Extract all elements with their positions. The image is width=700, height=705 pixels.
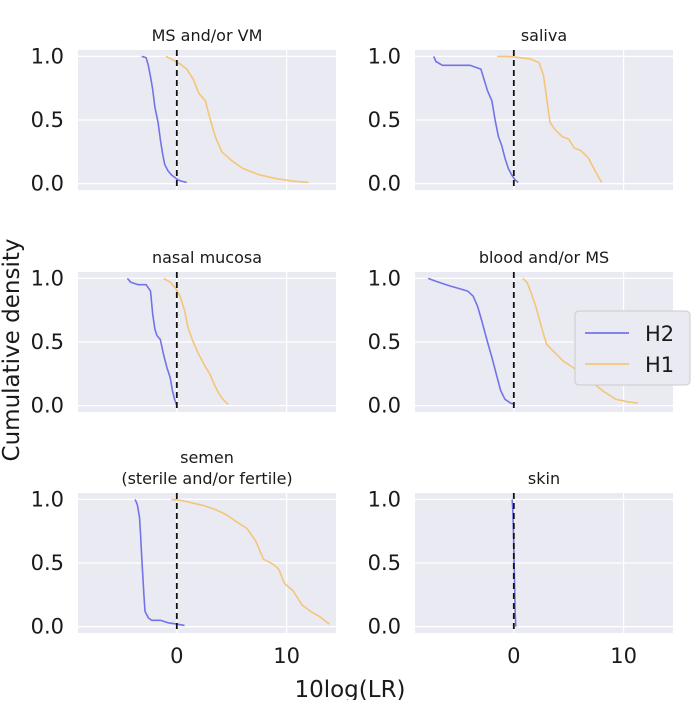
panel-4-y-tick-label: 0.5 [368, 330, 401, 354]
panel-3-series-h2 [126, 277, 178, 406]
panel-2-series-h1 [497, 55, 603, 183]
panel-3-title: nasal mucosa [152, 248, 262, 267]
panel-4-title: blood and/or MS [479, 248, 609, 267]
legend-label-h2: H2 [645, 322, 674, 346]
panel-2-y-tick-label: 0.0 [368, 172, 401, 196]
panel-6-y-tick-label: 1.0 [368, 487, 401, 511]
panel-5-x-tick-label: 0 [170, 644, 183, 668]
panel-2-title: saliva [521, 26, 567, 45]
panel-3-y-tick-label: 0.0 [31, 394, 64, 418]
panel-6-y-tick-label: 0.5 [368, 551, 401, 575]
panel-4-y-tick-label: 0.0 [368, 394, 401, 418]
panel-1-y-tick-label: 0.0 [31, 172, 64, 196]
panel-6-x-tick-label: 0 [507, 644, 520, 668]
panel-4-series-h2 [427, 277, 516, 406]
panel-6-y-tick-label: 0.0 [368, 615, 401, 639]
panel-1-series-h2 [141, 55, 187, 184]
panel-5-series-h2 [134, 499, 185, 627]
panel-5-x-tick-label: 10 [273, 644, 300, 668]
panel-5-y-tick-label: 1.0 [31, 487, 64, 511]
panel-5-series-h1 [171, 498, 330, 625]
panel-3-y-tick-label: 1.0 [31, 266, 64, 290]
panel-3-series-h1 [163, 277, 229, 405]
panel-6-title: skin [528, 469, 560, 488]
panel-3-y-tick-label: 0.5 [31, 330, 64, 354]
panel-2-y-tick-label: 1.0 [368, 44, 401, 68]
x-axis-label: 10log(LR) [294, 677, 405, 700]
panel-4-series-h1 [522, 277, 639, 404]
panel-2-y-tick-label: 0.5 [368, 108, 401, 132]
panel-1-y-tick-label: 0.5 [31, 108, 64, 132]
panel-6-x-tick-label: 10 [610, 644, 637, 668]
panel-5-y-tick-label: 0.0 [31, 615, 64, 639]
panel-1-title: MS and/or VM [152, 26, 263, 45]
panel-5-title: semen [180, 448, 234, 467]
y-axis-label: Cumulative density [0, 239, 25, 462]
panel-2-series-h2 [432, 56, 519, 184]
panel-4-y-tick-label: 1.0 [368, 266, 401, 290]
panel-5-y-tick-label: 0.5 [31, 551, 64, 575]
panel-1-y-tick-label: 1.0 [31, 44, 64, 68]
panel-1-series-h1 [165, 55, 309, 184]
legend-label-h1: H1 [645, 353, 674, 377]
panel-5-title: (sterile and/or fertile) [121, 469, 292, 488]
legend-box [574, 310, 691, 386]
